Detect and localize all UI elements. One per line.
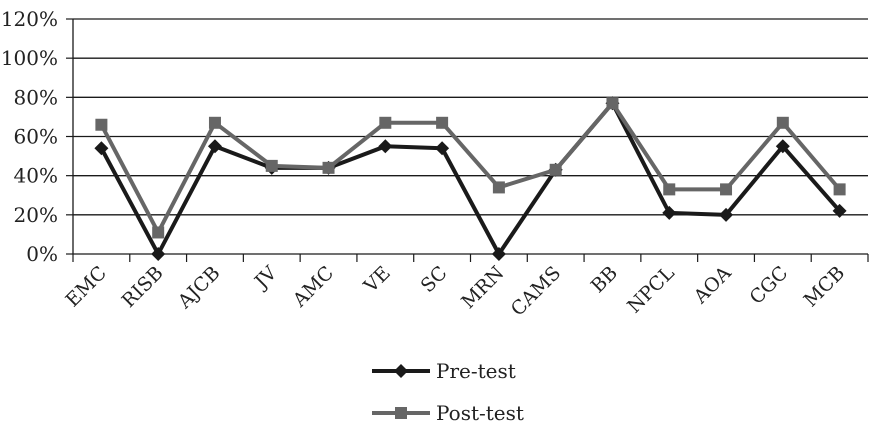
data-point-pre-test — [775, 139, 790, 154]
data-point-post-test — [720, 183, 733, 196]
legend-item-post-test: Post-test — [372, 401, 524, 425]
x-tick-label: BB — [587, 262, 622, 297]
data-point-pre-test — [662, 205, 677, 220]
legend-label: Pre-test — [436, 359, 516, 383]
y-axis-tick-labels: 0% 20% 40% 60% 80% 100% 120% — [1, 7, 58, 266]
x-tick-label: MCB — [800, 262, 849, 311]
legend-marker — [394, 364, 408, 378]
data-point-pre-test — [719, 207, 734, 222]
data-point-pre-test — [435, 141, 450, 156]
legend-marker — [395, 407, 407, 419]
legend: Pre-test Post-test — [372, 359, 524, 425]
y-tick-label: 0% — [26, 242, 58, 266]
x-tick-label: CGC — [746, 262, 793, 309]
data-point-post-test — [606, 97, 619, 110]
data-point-post-test — [436, 116, 449, 129]
x-tick-label: CAMS — [507, 262, 566, 321]
series-post-test — [95, 97, 846, 239]
y-tick-label: 120% — [1, 7, 58, 31]
data-point-pre-test — [94, 141, 109, 156]
data-point-pre-test — [151, 247, 166, 261]
y-tick-label: 20% — [14, 203, 58, 227]
x-tick-label: AOA — [689, 262, 736, 309]
data-point-post-test — [492, 181, 505, 194]
data-point-post-test — [265, 159, 278, 172]
legend-item-pre-test: Pre-test — [372, 359, 516, 383]
data-series — [94, 96, 847, 261]
data-point-post-test — [95, 118, 108, 131]
data-point-post-test — [322, 161, 335, 174]
data-point-pre-test — [491, 247, 506, 261]
gridlines — [73, 18, 868, 216]
data-point-pre-test — [832, 203, 847, 218]
x-tick-label: MRN — [457, 262, 508, 313]
data-point-post-test — [208, 116, 221, 129]
axes — [66, 18, 869, 262]
x-tick-label: JV — [249, 262, 281, 294]
legend-label: Post-test — [436, 401, 524, 425]
x-tick-label: EMC — [62, 262, 111, 311]
data-point-pre-test — [207, 139, 222, 154]
data-point-post-test — [663, 183, 676, 196]
data-point-post-test — [152, 226, 165, 239]
y-tick-label: 60% — [14, 125, 58, 149]
x-tick-label: AMC — [288, 262, 338, 312]
data-point-post-test — [833, 183, 846, 196]
y-tick-label: 100% — [1, 46, 58, 70]
x-tick-label: SC — [417, 262, 452, 297]
data-point-post-test — [549, 163, 562, 176]
data-point-post-test — [379, 116, 392, 129]
x-tick-label: RISB — [118, 262, 168, 312]
y-tick-label: 40% — [14, 164, 58, 188]
series-line-pre-test — [99, 101, 842, 256]
series-line-post-test — [99, 101, 842, 235]
y-tick-label: 80% — [14, 85, 58, 109]
data-point-pre-test — [378, 139, 393, 154]
data-point-post-test — [776, 116, 789, 129]
x-tick-label: NPCL — [623, 262, 679, 318]
x-tick-label: VE — [359, 262, 395, 298]
x-tick-label: AJCB — [173, 262, 225, 314]
